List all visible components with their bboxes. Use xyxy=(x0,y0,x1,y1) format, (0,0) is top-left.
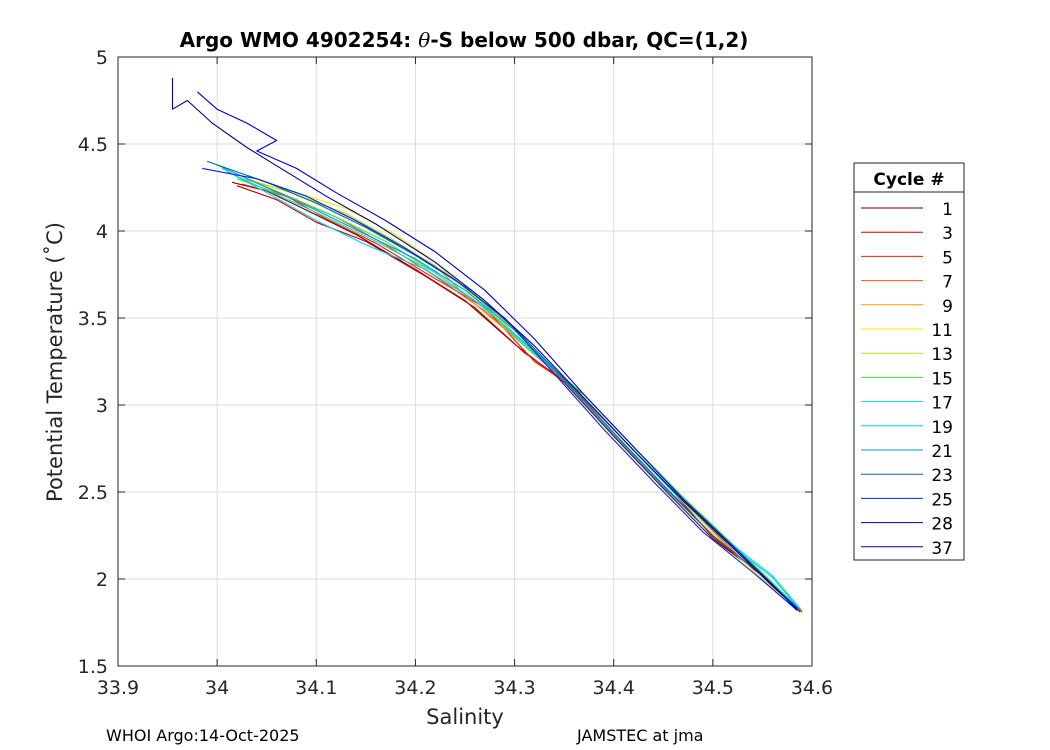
x-axis-label: Salinity xyxy=(426,705,504,729)
legend-label-cycle-19: 19 xyxy=(931,418,953,438)
series-line-cycle-11 xyxy=(246,174,801,611)
footer-left: WHOI Argo:14-Oct-2025 xyxy=(106,726,300,745)
legend-label-cycle-17: 17 xyxy=(931,394,953,414)
legend-title: Cycle # xyxy=(873,170,944,190)
series-line-cycle-28 xyxy=(171,77,798,610)
chart-title: Argo WMO 4902254: θ-S below 500 dbar, QC… xyxy=(180,28,749,52)
legend-label-cycle-13: 13 xyxy=(931,345,953,365)
x-tick-label: 34.3 xyxy=(493,677,535,699)
series-line-cycle-25 xyxy=(202,167,798,611)
y-tick-label: 2.5 xyxy=(78,482,108,504)
y-tick-label: 3.5 xyxy=(78,308,108,330)
legend-label-cycle-5: 5 xyxy=(942,248,953,268)
legend-label-cycle-21: 21 xyxy=(931,442,953,462)
legend-label-cycle-11: 11 xyxy=(931,321,953,341)
x-tick-label: 34.6 xyxy=(791,677,833,699)
x-tick-label: 33.9 xyxy=(97,677,139,699)
series-layer xyxy=(171,77,803,613)
axis-ticks xyxy=(117,56,813,667)
y-axis-label: Potential Temperature (˚C) xyxy=(43,222,67,502)
y-tick-label: 4 xyxy=(96,221,108,243)
x-tick-label: 34 xyxy=(205,677,229,699)
y-tick-labels: 1.5 2 2.5 3 3.5 4 4.5 5 xyxy=(78,47,108,678)
legend-label-cycle-37: 37 xyxy=(931,539,953,559)
series-line-cycle-19 xyxy=(221,167,801,611)
legend-label-cycle-7: 7 xyxy=(942,273,953,293)
y-tick-label: 4.5 xyxy=(78,134,108,156)
series-line-cycle-3 xyxy=(236,185,803,613)
x-tick-labels: 33.9 34 34.1 34.2 34.3 34.4 34.5 34.6 xyxy=(97,677,833,699)
x-tick-label: 34.5 xyxy=(692,677,734,699)
x-tick-label: 34.1 xyxy=(295,677,337,699)
x-tick-label: 34.2 xyxy=(394,677,436,699)
series-line-cycle-9 xyxy=(236,176,801,611)
series-line-cycle-17 xyxy=(226,171,801,609)
series-line-cycle-13 xyxy=(246,178,803,611)
legend-label-cycle-9: 9 xyxy=(942,297,953,317)
legend-label-cycle-1: 1 xyxy=(942,200,953,220)
y-tick-label: 5 xyxy=(96,47,108,69)
series-line-cycle-15 xyxy=(236,178,801,611)
grid-lines xyxy=(117,56,813,667)
footer-right: JAMSTEC at jma xyxy=(577,726,704,745)
legend-label-cycle-15: 15 xyxy=(931,369,953,389)
series-line-cycle-1 xyxy=(231,181,801,613)
series-line-cycle-37 xyxy=(196,91,798,611)
legend-label-cycle-3: 3 xyxy=(942,224,953,244)
x-tick-label: 34.4 xyxy=(593,677,635,699)
y-tick-label: 1.5 xyxy=(78,656,108,678)
legend-label-cycle-23: 23 xyxy=(931,466,953,486)
series-line-cycle-7 xyxy=(246,178,801,611)
legend-label-cycle-25: 25 xyxy=(931,490,953,510)
series-line-cycle-5 xyxy=(241,183,803,611)
y-tick-label: 3 xyxy=(96,395,108,417)
legend-label-cycle-28: 28 xyxy=(931,515,953,535)
series-line-cycle-23 xyxy=(207,160,801,611)
y-tick-label: 2 xyxy=(96,569,108,591)
legend-box xyxy=(853,162,965,561)
plot-area xyxy=(117,56,813,667)
